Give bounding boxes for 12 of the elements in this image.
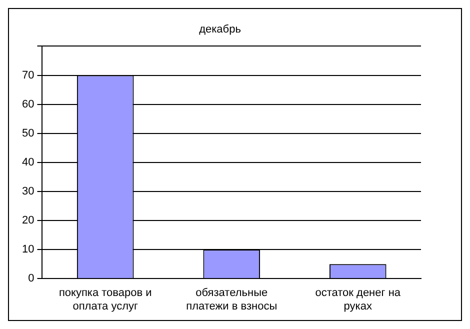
y-tick-label: 40: [22, 156, 34, 168]
x-tick-label: обязательные платежи в взносы: [186, 287, 278, 312]
y-tick-label: 10: [22, 244, 34, 256]
y-tick-label: 20: [22, 214, 34, 227]
y-tick-label: 50: [22, 127, 34, 140]
y-tick-label: 0: [28, 272, 34, 285]
chart-title: декабрь: [199, 24, 242, 36]
y-tick-label: 60: [22, 98, 34, 110]
x-tick-label: покупка товаров и оплата услуг: [58, 287, 152, 312]
y-tick-label: 30: [22, 185, 34, 198]
y-tick-label: 70: [22, 69, 34, 82]
x-tick-label: остаток денег на руках: [315, 287, 402, 312]
